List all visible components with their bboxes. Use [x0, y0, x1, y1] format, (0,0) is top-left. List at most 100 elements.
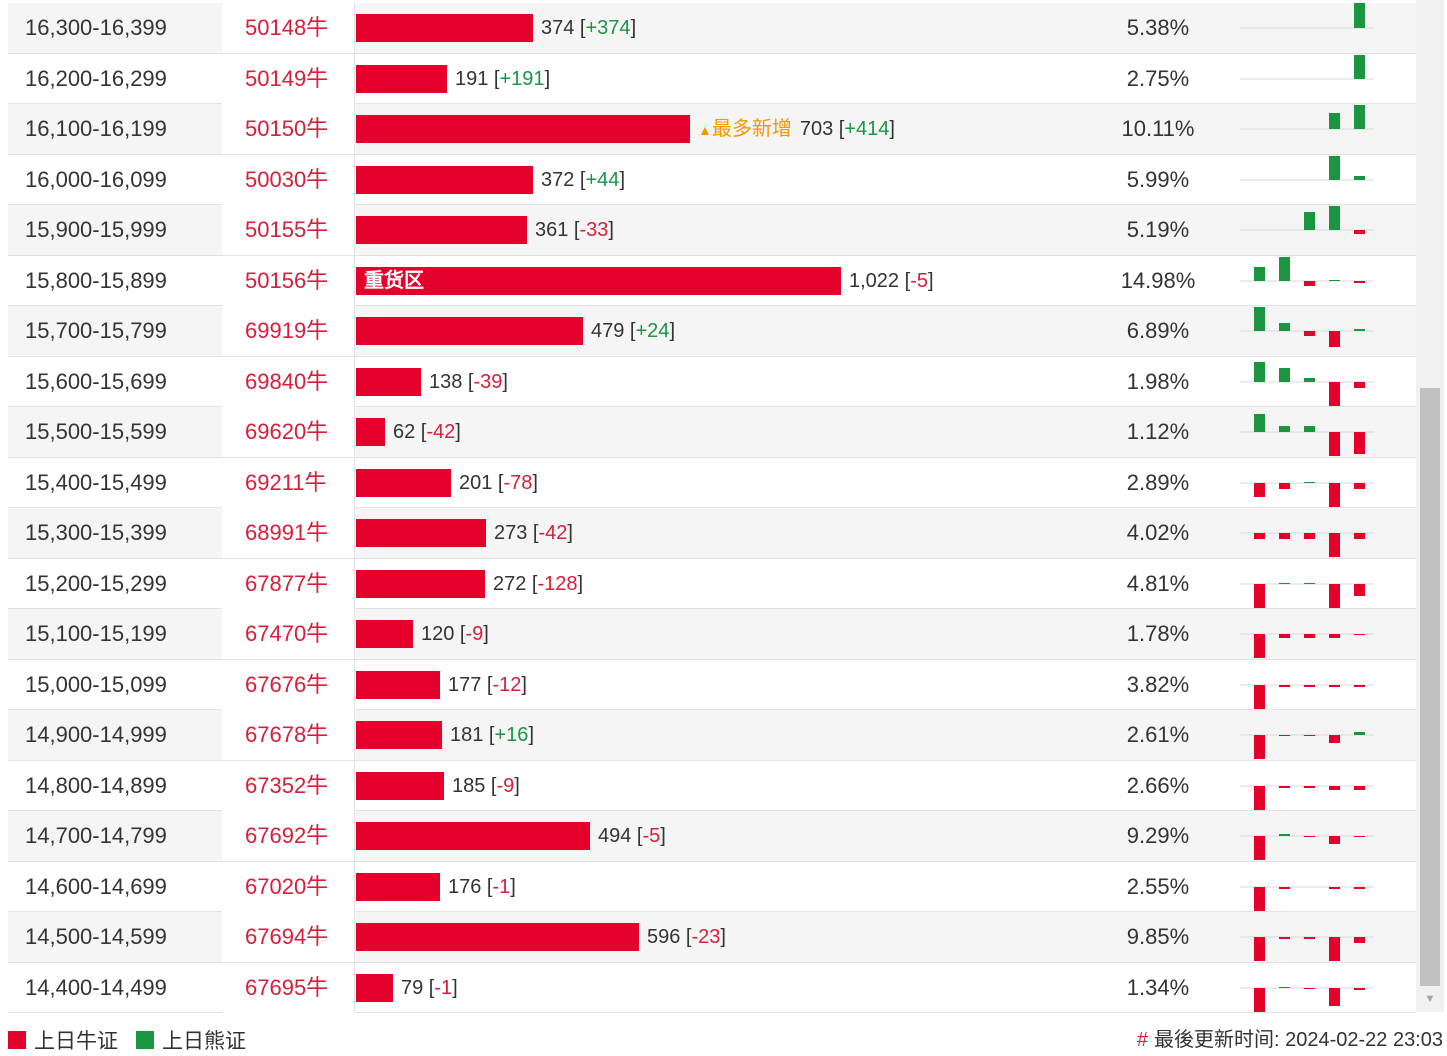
sparkline-bar: [1354, 105, 1365, 129]
warrant-code-link[interactable]: 67695牛: [245, 974, 329, 1000]
sparkline-bar: [1329, 735, 1340, 743]
sparkline-bar: [1354, 987, 1365, 990]
bull-legend-label: 上日牛证: [34, 1030, 118, 1053]
count-text: 120 [-9]: [421, 623, 489, 645]
sparkline-bar: [1329, 987, 1340, 1006]
warrant-code-link[interactable]: 67352牛: [245, 772, 329, 798]
count-bar: [356, 822, 590, 850]
sparkline-bar: [1254, 785, 1265, 810]
count-text: 479 [+24]: [591, 320, 675, 342]
table-row: 16,100-16,199 50150牛 ▲最多新增 703 [+414] 10.11%: [8, 104, 1416, 155]
table-row: 15,000-15,099 67676牛 177 [-12] 3.82%: [8, 659, 1416, 710]
warrant-code-link[interactable]: 67692牛: [245, 823, 329, 848]
warrant-code-link[interactable]: 67877牛: [245, 570, 329, 596]
percentage: 14.98%: [1120, 267, 1196, 293]
warrant-code-link[interactable]: 50149牛: [245, 65, 329, 91]
warrant-code-link[interactable]: 69919牛: [245, 318, 329, 343]
percentage: 5.99%: [1126, 166, 1190, 192]
count-change: -33: [579, 219, 609, 241]
sparkline-bar: [1354, 937, 1365, 943]
percentage: 10.11%: [1121, 116, 1195, 141]
sparkline-bar: [1254, 414, 1265, 432]
table-row: 14,400-14,499 67695牛 79 [-1] 1.34%: [8, 962, 1416, 1013]
warrant-code-link[interactable]: 67470牛: [245, 621, 329, 646]
percentage: 3.82%: [1126, 671, 1190, 697]
scrollbar-thumb[interactable]: [1420, 388, 1440, 986]
sparkline-bar: [1304, 836, 1315, 837]
sparkline-bar: [1304, 937, 1315, 939]
trend-sparkline: [1240, 306, 1374, 356]
sparkline-bar: [1329, 432, 1340, 456]
sparkline-bar: [1279, 834, 1290, 836]
sparkline-bar: [1254, 937, 1265, 961]
count-text: 62 [-42]: [393, 421, 461, 443]
sparkline-bar: [1304, 785, 1315, 788]
sparkline-bar: [1254, 307, 1265, 331]
count-bar: [356, 923, 639, 951]
last-updated-time: 2024-02-22 23:03: [1285, 1029, 1443, 1051]
count-bar: [356, 64, 447, 93]
price-range: 15,200-15,299: [25, 570, 167, 596]
count-change: -78: [503, 471, 533, 494]
price-range: 15,100-15,199: [25, 621, 167, 646]
code-cell: 67470牛: [222, 609, 355, 659]
bull-legend-swatch: [8, 1031, 26, 1049]
trend-sparkline: [1240, 357, 1374, 407]
warrant-code-link[interactable]: 69211牛: [245, 469, 327, 495]
count-value: 79: [401, 976, 424, 999]
count-bar-cell: 494 [-5]: [356, 811, 1116, 861]
code-cell: 50030牛: [222, 154, 355, 205]
table-row: 15,300-15,399 68991牛 273 [-42] 4.02%: [8, 508, 1416, 559]
warrant-code-link[interactable]: 68991牛: [245, 520, 329, 545]
sparkline-bar: [1254, 684, 1265, 709]
percentage: 5.19%: [1126, 217, 1190, 242]
count-text: 191 [+191]: [455, 67, 551, 90]
scrollbar[interactable]: ▼: [1416, 0, 1444, 1012]
trend-sparkline: [1240, 256, 1374, 306]
percentage: 9.29%: [1126, 823, 1190, 848]
warrant-code-link[interactable]: 69840牛: [245, 368, 329, 394]
count-change: +44: [585, 168, 620, 191]
sparkline-bar: [1329, 482, 1340, 507]
warrant-code-link[interactable]: 50156牛: [245, 267, 329, 293]
code-cell: 50149牛: [222, 53, 355, 104]
count-value: 138: [429, 370, 463, 393]
warrant-code-link[interactable]: 67694牛: [245, 924, 329, 949]
warrant-code-link[interactable]: 50150牛: [245, 116, 329, 141]
count-text: 372 [+44]: [541, 168, 625, 191]
warrant-code-link[interactable]: 67020牛: [245, 873, 329, 899]
count-bar: [356, 115, 690, 143]
cbbc-distribution-table: 16,300-16,399 50148牛 374 [+374] 5.38% 16,200…: [8, 2, 1416, 1013]
warrant-code-link[interactable]: 67676牛: [245, 671, 329, 697]
sparkline-bar: [1354, 2, 1365, 28]
count-text: 494 [-5]: [598, 825, 666, 847]
bear-legend-swatch: [136, 1031, 154, 1049]
sparkline-bar: [1279, 684, 1290, 687]
count-bar: [356, 165, 533, 194]
trend-sparkline: [1240, 508, 1374, 558]
warrant-code-link[interactable]: 67678牛: [245, 722, 329, 747]
sparkline-bar: [1354, 732, 1365, 735]
sparkline-bar: [1329, 785, 1340, 790]
count-value: 181: [450, 724, 484, 746]
warrant-code-link[interactable]: 50148牛: [245, 15, 329, 40]
warrant-code-link[interactable]: 50030牛: [245, 166, 329, 192]
count-text: 596 [-23]: [647, 926, 726, 948]
price-range: 16,100-16,199: [25, 116, 167, 141]
table-row: 15,400-15,499 69211牛 201 [-78] 2.89%: [8, 457, 1416, 508]
trend-sparkline: [1240, 710, 1374, 760]
percentage: 2.89%: [1126, 469, 1190, 495]
sparkline-bar: [1279, 785, 1290, 788]
count-bar-cell: 479 [+24]: [356, 306, 1116, 356]
count-value: 272: [493, 572, 527, 595]
warrant-code-link[interactable]: 50155牛: [245, 217, 329, 242]
scroll-down-arrow-icon[interactable]: ▼: [1424, 993, 1436, 1005]
sparkline-bar: [1254, 735, 1265, 759]
percentage: 1.34%: [1126, 974, 1190, 1000]
price-range: 14,400-14,499: [25, 974, 167, 1000]
warrant-code-link[interactable]: 69620牛: [245, 419, 329, 444]
count-bar: [356, 973, 393, 1002]
table-row: 16,000-16,099 50030牛 372 [+44] 5.99%: [8, 154, 1416, 205]
count-bar-cell: 138 [-39]: [356, 357, 1116, 407]
sparkline-bar: [1279, 482, 1290, 489]
